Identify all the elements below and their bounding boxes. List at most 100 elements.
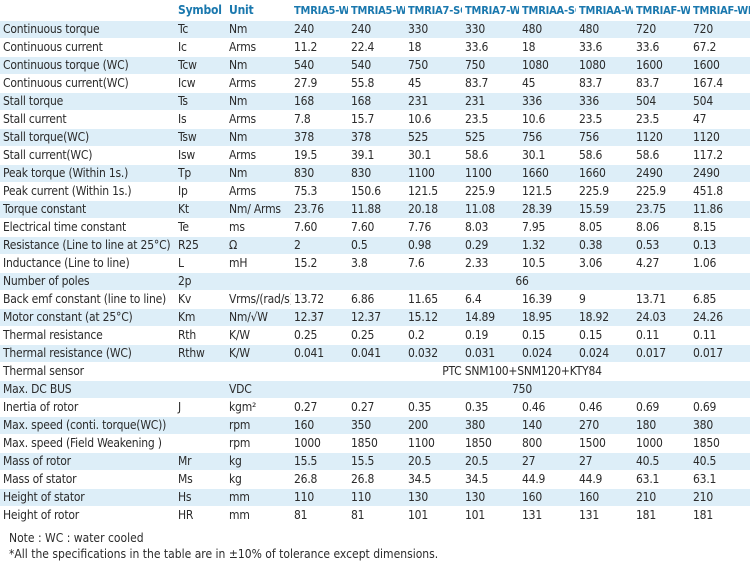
value-cell: 525 bbox=[462, 128, 519, 147]
value-cell: 181 bbox=[633, 506, 690, 524]
value-cell: 24.03 bbox=[633, 308, 690, 327]
value-cell: 20.5 bbox=[405, 452, 462, 471]
parameter-cell: Max. speed (conti. torque(WC)) bbox=[0, 416, 175, 435]
header-model: TMRIA7-SC bbox=[405, 0, 462, 21]
value-cell: 0.98 bbox=[405, 236, 462, 255]
table-row: Max. speed (conti. torque(WC)) rpm 160 350 2… bbox=[0, 416, 750, 435]
header-model: TMRIAA-SC bbox=[519, 0, 576, 21]
value-cell: 225.9 bbox=[633, 182, 690, 201]
value-cell: 7.60 bbox=[348, 218, 405, 237]
table-row: Stall torque Ts Nm 168 168 231 231 336 336 504 504 bbox=[0, 92, 750, 111]
symbol-cell: Isw bbox=[175, 146, 226, 165]
parameter-cell: Inductance (Line to line) bbox=[0, 254, 175, 273]
value-cell: 0.11 bbox=[633, 326, 690, 345]
value-cell: 0.35 bbox=[462, 398, 519, 417]
symbol-cell: Tc bbox=[175, 20, 226, 39]
value-cell: 0.46 bbox=[576, 398, 633, 417]
value-cell: 225.9 bbox=[576, 182, 633, 201]
value-cell: 63.1 bbox=[690, 470, 750, 489]
value-cell: 15.5 bbox=[291, 452, 348, 471]
value-cell: 24.26 bbox=[690, 308, 750, 327]
parameter-cell: Mass of rotor bbox=[0, 452, 175, 471]
table-row: Mass of rotor Mr kg 15.5 15.5 20.5 20.5 27 27 40.… bbox=[0, 452, 750, 471]
value-cell: 75.3 bbox=[291, 182, 348, 201]
value-cell: 750 bbox=[462, 56, 519, 75]
value-cell: 0.25 bbox=[291, 326, 348, 345]
value-cell: 504 bbox=[633, 92, 690, 111]
value-cell: 23.76 bbox=[291, 200, 348, 219]
unit-cell: rpm bbox=[226, 416, 291, 435]
value-cell: 11.08 bbox=[462, 200, 519, 219]
value-cell: 11.2 bbox=[291, 38, 348, 57]
value-cell: 130 bbox=[462, 488, 519, 507]
value-cell: 200 bbox=[405, 416, 462, 435]
unit-cell: Nm bbox=[226, 92, 291, 111]
value-cell: 0.15 bbox=[576, 326, 633, 345]
unit-cell: K/W bbox=[226, 344, 291, 363]
value-cell: 63.1 bbox=[633, 470, 690, 489]
value-cell: 34.5 bbox=[462, 470, 519, 489]
unit-cell: kg bbox=[226, 470, 291, 489]
value-cell: 33.6 bbox=[633, 38, 690, 57]
unit-cell: mm bbox=[226, 506, 291, 524]
symbol-cell: Km bbox=[175, 308, 226, 327]
table-row: Peak torque (Within 1s.) Tp Nm 830 830 1100 11… bbox=[0, 164, 750, 183]
symbol-cell bbox=[175, 416, 226, 435]
value-cell: 540 bbox=[291, 56, 348, 75]
value-cell: 58.6 bbox=[462, 146, 519, 165]
unit-cell: kg bbox=[226, 452, 291, 471]
value-cell: 10.6 bbox=[519, 110, 576, 129]
header-row: Symbol Unit TMRIA5-WA TMRIA5-WB TMRIA7-S… bbox=[0, 0, 750, 21]
unit-cell: Nm/ Arms bbox=[226, 200, 291, 219]
value-cell: 12.37 bbox=[291, 308, 348, 327]
value-cell: 1100 bbox=[462, 164, 519, 183]
parameter-cell: Continuous torque (WC) bbox=[0, 56, 175, 75]
parameter-cell: Continuous current bbox=[0, 38, 175, 57]
value-cell: 210 bbox=[633, 488, 690, 507]
value-cell: 110 bbox=[348, 488, 405, 507]
value-cell: 0.031 bbox=[462, 344, 519, 363]
unit-cell: kgm² bbox=[226, 398, 291, 417]
value-cell: 1120 bbox=[633, 128, 690, 147]
value-cell: 1600 bbox=[690, 56, 750, 75]
table-row: Stall current(WC) Isw Arms 19.5 39.1 30.1 58.6… bbox=[0, 146, 750, 165]
value-cell: 336 bbox=[519, 92, 576, 111]
value-cell: 720 bbox=[633, 20, 690, 39]
value-cell: 504 bbox=[690, 92, 750, 111]
parameter-cell: Thermal resistance bbox=[0, 326, 175, 345]
unit-cell: K/W bbox=[226, 326, 291, 345]
value-cell: 117.2 bbox=[690, 146, 750, 165]
unit-cell: Arms bbox=[226, 38, 291, 57]
value-cell: 1850 bbox=[690, 434, 750, 453]
value-cell: 121.5 bbox=[519, 182, 576, 201]
value-cell: 23.5 bbox=[576, 110, 633, 129]
table-row: Back emf constant (line to line) Kv Vrms/(… bbox=[0, 290, 750, 309]
symbol-cell: Ms bbox=[175, 470, 226, 489]
value-cell: 83.7 bbox=[576, 74, 633, 93]
value-cell: 45 bbox=[405, 74, 462, 93]
symbol-cell: 2p bbox=[175, 272, 226, 291]
value-cell: 0.69 bbox=[690, 398, 750, 417]
value-cell: 350 bbox=[348, 416, 405, 435]
value-cell: 330 bbox=[462, 20, 519, 39]
value-cell: 2490 bbox=[690, 164, 750, 183]
value-cell: 14.89 bbox=[462, 308, 519, 327]
table-row: Max. speed (Field Weakening ) rpm 1000 1850… bbox=[0, 434, 750, 453]
unit-cell: Arms bbox=[226, 74, 291, 93]
symbol-cell: HR bbox=[175, 506, 226, 524]
parameter-cell: Stall current bbox=[0, 110, 175, 129]
value-cell: 1120 bbox=[690, 128, 750, 147]
value-cell: 58.6 bbox=[576, 146, 633, 165]
value-cell: 30.1 bbox=[405, 146, 462, 165]
unit-cell: Vrms/(rad/s) bbox=[226, 290, 291, 309]
value-cell: 40.5 bbox=[690, 452, 750, 471]
symbol-cell: Rthw bbox=[175, 344, 226, 363]
value-cell: 19.5 bbox=[291, 146, 348, 165]
merged-value-cell: 750 bbox=[291, 380, 750, 399]
value-cell: 7.6 bbox=[405, 254, 462, 273]
value-cell: 160 bbox=[576, 488, 633, 507]
value-cell: 15.59 bbox=[576, 200, 633, 219]
symbol-cell: R25 bbox=[175, 236, 226, 255]
